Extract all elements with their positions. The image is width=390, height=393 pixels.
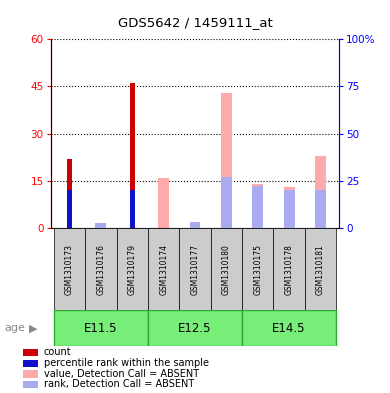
Text: rank, Detection Call = ABSENT: rank, Detection Call = ABSENT: [44, 379, 194, 389]
Bar: [284, 190, 294, 228]
Text: E14.5: E14.5: [272, 321, 306, 335]
Bar: [23, 360, 38, 367]
Text: GSM1310174: GSM1310174: [159, 244, 168, 295]
Bar: [85, 228, 117, 310]
Text: GDS5642 / 1459111_at: GDS5642 / 1459111_at: [118, 17, 272, 29]
Bar: [130, 83, 135, 228]
Bar: [305, 228, 336, 310]
Text: GSM1310175: GSM1310175: [253, 244, 262, 295]
Bar: [252, 184, 263, 228]
Text: age: age: [4, 323, 25, 333]
Bar: [23, 349, 38, 356]
Text: GSM1310177: GSM1310177: [190, 244, 200, 295]
Text: ▶: ▶: [29, 323, 38, 333]
Bar: [221, 177, 232, 228]
Bar: [67, 159, 72, 228]
Bar: [23, 370, 38, 378]
Text: GSM1310176: GSM1310176: [96, 244, 105, 295]
Bar: [96, 223, 106, 228]
Bar: [284, 187, 294, 228]
Bar: [315, 156, 326, 228]
Bar: [242, 310, 336, 346]
Text: E11.5: E11.5: [84, 321, 118, 335]
Text: GSM1310173: GSM1310173: [65, 244, 74, 295]
Bar: [158, 178, 169, 228]
Text: GSM1310181: GSM1310181: [316, 244, 325, 295]
Bar: [273, 228, 305, 310]
Bar: [190, 222, 200, 228]
Bar: [67, 190, 72, 228]
Text: count: count: [44, 347, 71, 357]
Bar: [221, 93, 232, 228]
Text: GSM1310178: GSM1310178: [285, 244, 294, 295]
Bar: [148, 228, 179, 310]
Bar: [54, 228, 85, 310]
Text: percentile rank within the sample: percentile rank within the sample: [44, 358, 209, 368]
Bar: [211, 228, 242, 310]
Bar: [54, 310, 148, 346]
Bar: [315, 190, 326, 228]
Text: E12.5: E12.5: [178, 321, 212, 335]
Text: value, Detection Call = ABSENT: value, Detection Call = ABSENT: [44, 369, 199, 378]
Bar: [130, 190, 135, 228]
Bar: [242, 228, 273, 310]
Bar: [252, 186, 263, 228]
Text: GSM1310180: GSM1310180: [222, 244, 231, 295]
Text: GSM1310179: GSM1310179: [128, 244, 137, 295]
Bar: [23, 381, 38, 388]
Bar: [179, 228, 211, 310]
Bar: [117, 228, 148, 310]
Bar: [148, 310, 242, 346]
Bar: [190, 222, 200, 228]
